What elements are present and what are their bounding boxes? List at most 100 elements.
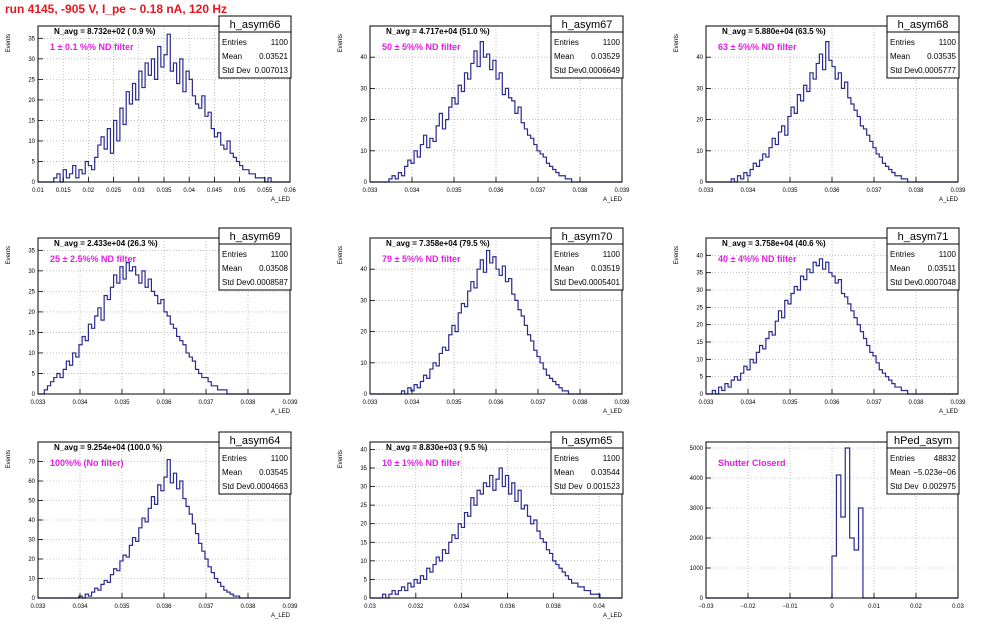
navg-label: N_avg = 4.717e+04 (51.0 %) (386, 27, 490, 36)
y-tick-label: 10 (360, 149, 367, 155)
y-tick-label: 0 (364, 392, 368, 398)
y-tick-label: 35 (696, 271, 703, 277)
y-axis-label: Events (6, 450, 12, 468)
stats-box (550, 227, 624, 291)
x-tick-label: −0.02 (740, 604, 756, 610)
y-tick-label: 5 (700, 375, 704, 381)
stats-value: 1100 (603, 38, 621, 47)
y-tick-label: 15 (28, 118, 35, 124)
y-tick-label: 10 (696, 149, 703, 155)
stats-key: Std Dev (554, 278, 582, 287)
x-tick-label: 0.034 (404, 400, 420, 406)
stats-box (550, 15, 624, 79)
stats-key: Entries (222, 38, 247, 47)
stats-value: 0.002975 (923, 482, 957, 491)
y-tick-label: 0 (364, 180, 368, 186)
stats-value: 0.03544 (591, 468, 620, 477)
x-tick-label: 0.033 (698, 400, 714, 406)
y-tick-label: 25 (696, 305, 703, 311)
x-tick-label: 0.06 (284, 188, 296, 194)
y-axis-label: Events (338, 34, 344, 52)
x-tick-label: 0.037 (198, 400, 214, 406)
filter-note: 25 ± 2.5%% ND filter (50, 254, 136, 264)
stats-value: 0.0007048 (918, 278, 956, 287)
stats-key: Std Dev (890, 482, 918, 491)
stats-key: Mean (222, 52, 242, 61)
filter-note: Shutter Closerd (718, 458, 786, 468)
stats-key: Mean (890, 264, 910, 273)
y-tick-label: 40 (696, 253, 703, 259)
y-tick-label: 3000 (690, 506, 704, 512)
stats-key: Entries (890, 250, 915, 259)
y-tick-label: 30 (360, 485, 367, 491)
histogram-panel-hPed_asym: −0.03 −0.02 −0.01 0 0.01 0.02 0.03 0 1000 2000 300… (690, 431, 964, 610)
y-tick-label: 40 (360, 447, 367, 453)
y-axis-label: Events (6, 246, 12, 264)
filter-note: 50 ± 5%% ND filter (382, 42, 461, 52)
y-tick-label: 30 (360, 86, 367, 92)
y-tick-label: 10 (696, 357, 703, 363)
stats-key: Std Dev (554, 66, 582, 75)
stats-key: Mean (222, 468, 242, 477)
x-tick-label: 0.039 (950, 188, 966, 194)
x-tick-label: 0.038 (546, 604, 562, 610)
y-tick-label: 30 (360, 298, 367, 304)
filter-note: 1 ± 0.1 %% ND filter (50, 42, 134, 52)
y-tick-label: 20 (696, 323, 703, 329)
y-axis-label: Events (6, 34, 12, 52)
stats-box (218, 15, 292, 79)
x-tick-label: 0.039 (282, 604, 298, 610)
y-tick-label: 0 (700, 180, 704, 186)
x-tick-label: 0.036 (488, 400, 504, 406)
histogram-series (370, 41, 622, 183)
x-tick-label: 0.037 (866, 188, 882, 194)
navg-label: N_avg = 3.758e+04 (40.6 %) (722, 239, 826, 248)
stats-value: −5.023e−06 (913, 468, 956, 477)
y-tick-label: 5000 (690, 446, 704, 452)
stats-title: h_asym65 (562, 435, 613, 447)
y-tick-label: 35 (360, 466, 367, 472)
x-axis-label: A_LED (271, 197, 291, 203)
x-tick-label: 0.037 (198, 604, 214, 610)
x-tick-label: 0.033 (30, 400, 46, 406)
stats-value: 0.03508 (259, 264, 288, 273)
y-tick-label: 25 (28, 289, 35, 295)
run-title: run 4145, -905 V, I_pe ~ 0.18 nA, 120 Hz (5, 2, 228, 16)
y-axis-label: Events (338, 450, 344, 468)
stats-key: Mean (554, 52, 574, 61)
x-tick-label: 0.039 (950, 400, 966, 406)
x-tick-label: 0.03 (133, 188, 145, 194)
stats-key: Entries (554, 38, 579, 47)
stats-key: Entries (222, 250, 247, 259)
stats-value: 1100 (271, 250, 289, 259)
y-tick-label: 50 (28, 499, 35, 505)
x-tick-label: 0.038 (240, 400, 256, 406)
stats-key: Mean (222, 264, 242, 273)
stats-value: 0.007013 (255, 66, 289, 75)
histogram-panel-h_asym71: 0.033 0.034 0.035 0.036 0.037 0.038 0.039 0 5 10 1… (674, 227, 966, 415)
histogram-panel-h_asym68: 0.033 0.034 0.035 0.036 0.037 0.038 0.039 0 10 20… (674, 15, 966, 203)
x-tick-label: 0.037 (866, 400, 882, 406)
stats-box (550, 431, 624, 495)
x-tick-label: 0.03 (952, 604, 964, 610)
y-tick-label: 0 (32, 392, 36, 398)
stats-title: h_asym70 (562, 231, 613, 243)
y-tick-label: 20 (28, 310, 35, 316)
y-tick-label: 10 (28, 577, 35, 583)
x-tick-label: 0.02 (910, 604, 922, 610)
filter-note: 10 ± 1%% ND filter (382, 458, 461, 468)
x-tick-label: 0.034 (740, 400, 756, 406)
x-tick-label: 0.037 (530, 188, 546, 194)
y-tick-label: 10 (360, 559, 367, 565)
x-tick-label: 0.034 (454, 604, 470, 610)
x-tick-label: 0.038 (240, 604, 256, 610)
y-tick-label: 30 (696, 288, 703, 294)
stats-key: Mean (890, 52, 910, 61)
y-tick-label: 5 (32, 371, 36, 377)
y-tick-label: 35 (28, 36, 35, 42)
histogram-panel-h_asym67: 0.033 0.034 0.035 0.036 0.037 0.038 0.039 0 10 20… (338, 15, 630, 203)
x-tick-label: 0.01 (32, 188, 44, 194)
stats-key: Mean (554, 468, 574, 477)
stats-box (886, 227, 960, 291)
